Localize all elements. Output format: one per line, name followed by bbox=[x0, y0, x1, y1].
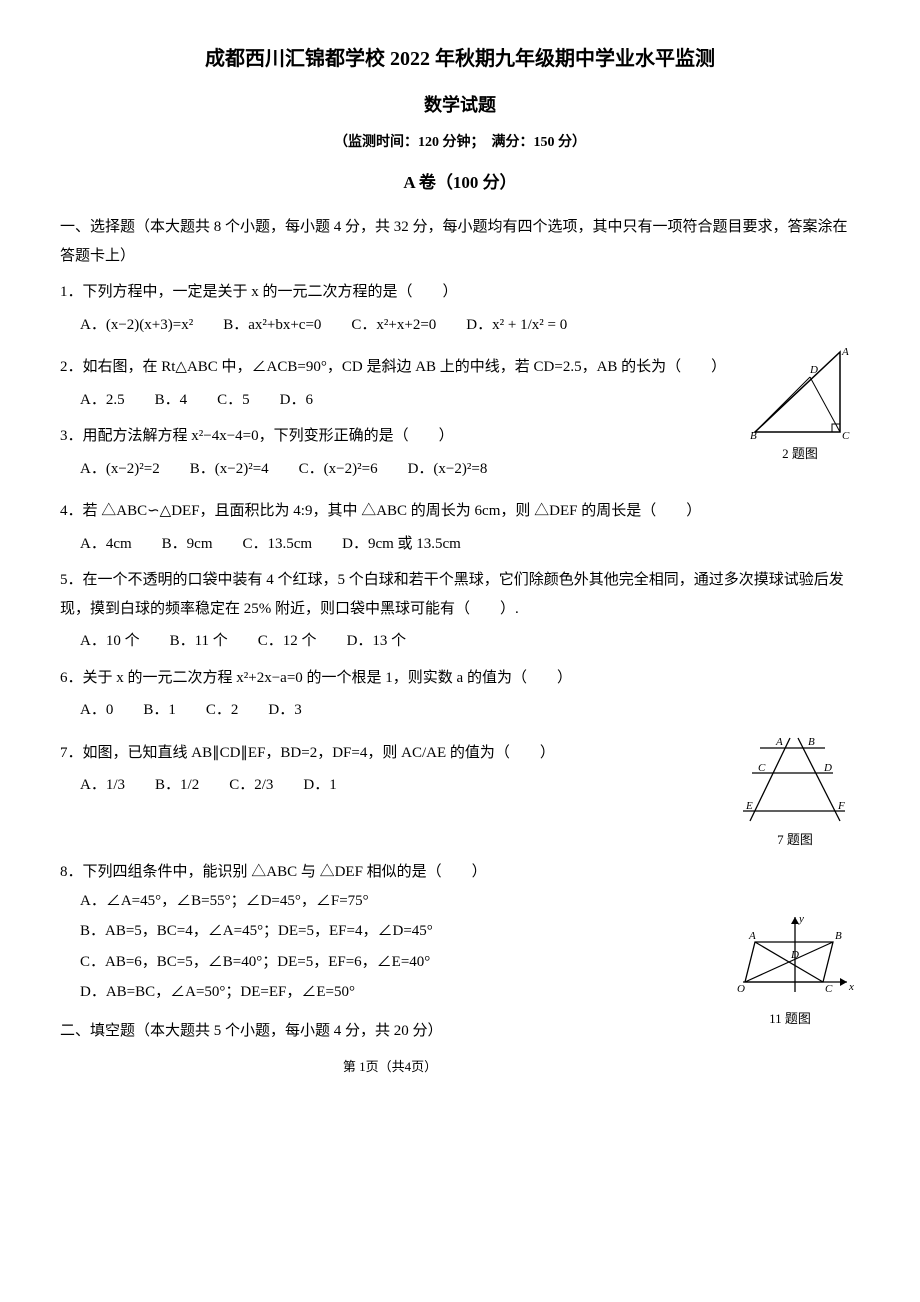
svg-text:A: A bbox=[775, 736, 783, 748]
q3-stem: 3．用配方法解方程 x²−4x−4=0，下列变形正确的是（ ） bbox=[60, 422, 740, 451]
svg-text:F: F bbox=[837, 800, 845, 812]
section-1-heading: 一、选择题（本大题共 8 个小题，每小题 4 分，共 32 分，每小题均有四个选… bbox=[60, 213, 860, 270]
svg-text:B: B bbox=[750, 430, 757, 442]
svg-text:y: y bbox=[798, 913, 804, 925]
exam-title: 成都西川汇锦都学校 2022 年秋期九年级期中学业水平监测 bbox=[60, 40, 860, 78]
q7-opt-b: B．1/2 bbox=[155, 771, 199, 800]
q5-stem: 5．在一个不透明的口袋中装有 4 个红球，5 个白球和若干个黑球，它们除颜色外其… bbox=[60, 566, 860, 623]
exam-subject: 数学试题 bbox=[60, 88, 860, 122]
q7-opt-a: A．1/3 bbox=[80, 771, 125, 800]
q8-opt-a: A．∠A=45°，∠B=55°；∠D=45°，∠F=75° bbox=[80, 887, 720, 916]
q2-opt-b: B．4 bbox=[155, 386, 188, 415]
q3-opt-b: B．(x−2)²=4 bbox=[190, 455, 269, 484]
q1-opt-d: D．x² + 1/x² = 0 bbox=[466, 311, 567, 340]
q6-stem: 6．关于 x 的一元二次方程 x²+2x−a=0 的一个根是 1，则实数 a 的… bbox=[60, 664, 860, 693]
svg-text:E: E bbox=[745, 800, 753, 812]
svg-text:A: A bbox=[748, 930, 756, 942]
exam-meta: （监测时间：120 分钟； 满分：150 分） bbox=[60, 130, 860, 157]
page-footer: 第 1页（共4页） bbox=[60, 1055, 720, 1080]
svg-text:C: C bbox=[842, 430, 850, 442]
q4-opt-c: C．13.5cm bbox=[243, 530, 313, 559]
question-5: 5．在一个不透明的口袋中装有 4 个红球，5 个白球和若干个黑球，它们除颜色外其… bbox=[60, 566, 860, 656]
q3-opt-c: C．(x−2)²=6 bbox=[299, 455, 378, 484]
svg-text:x: x bbox=[848, 981, 854, 993]
q11-figure-label: 11 题图 bbox=[720, 1007, 860, 1032]
q2-opt-d: D．6 bbox=[280, 386, 313, 415]
part-a-heading: A 卷（100 分） bbox=[60, 167, 860, 199]
q6-opt-d: D．3 bbox=[268, 696, 301, 725]
q5-opt-d: D．13 个 bbox=[347, 627, 407, 656]
q5-opt-a: A．10 个 bbox=[80, 627, 140, 656]
question-1: 1．下列方程中，一定是关于 x 的一元二次方程的是（ ） A．(x−2)(x+3… bbox=[60, 278, 860, 339]
q1-opt-b: B．ax²+bx+c=0 bbox=[223, 311, 321, 340]
q1-opt-c: C．x²+x+2=0 bbox=[351, 311, 436, 340]
question-6: 6．关于 x 的一元二次方程 x²+2x−a=0 的一个根是 1，则实数 a 的… bbox=[60, 664, 860, 725]
q7-opt-c: C．2/3 bbox=[229, 771, 273, 800]
section-2-heading: 二、填空题（本大题共 5 个小题，每小题 4 分，共 20 分） bbox=[60, 1017, 720, 1046]
q11-figure: O x y A B C D bbox=[725, 912, 855, 1007]
question-4: 4．若 △ABC∽△DEF，且面积比为 4:9，其中 △ABC 的周长为 6cm… bbox=[60, 497, 860, 558]
q2-stem: 2．如右图，在 Rt△ABC 中，∠ACB=90°，CD 是斜边 AB 上的中线… bbox=[60, 353, 740, 382]
question-3: 3．用配方法解方程 x²−4x−4=0，下列变形正确的是（ ） A．(x−2)²… bbox=[60, 422, 740, 483]
question-8: 8．下列四组条件中，能识别 △ABC 与 △DEF 相似的是（ ） A．∠A=4… bbox=[60, 858, 720, 1007]
svg-text:A: A bbox=[841, 347, 849, 358]
q6-opt-a: A．0 bbox=[80, 696, 113, 725]
q3-opt-a: A．(x−2)²=2 bbox=[80, 455, 160, 484]
q2-opt-c: C．5 bbox=[217, 386, 250, 415]
svg-text:B: B bbox=[835, 930, 842, 942]
q6-opt-b: B．1 bbox=[143, 696, 176, 725]
question-7: 7．如图，已知直线 AB∥CD∥EF，BD=2，DF=4，则 AC/AE 的值为… bbox=[60, 739, 730, 800]
q4-stem: 4．若 △ABC∽△DEF，且面积比为 4:9，其中 △ABC 的周长为 6cm… bbox=[60, 497, 860, 526]
q8-stem: 8．下列四组条件中，能识别 △ABC 与 △DEF 相似的是（ ） bbox=[60, 858, 720, 887]
q1-stem: 1．下列方程中，一定是关于 x 的一元二次方程的是（ ） bbox=[60, 278, 860, 307]
q4-opt-d: D．9cm 或 13.5cm bbox=[342, 530, 461, 559]
q8-opt-c: C．AB=6，BC=5，∠B=40°；DE=5，EF=6，∠E=40° bbox=[80, 948, 720, 977]
svg-text:D: D bbox=[823, 762, 832, 774]
svg-text:D: D bbox=[790, 949, 799, 961]
svg-text:D: D bbox=[809, 364, 818, 376]
q4-opt-a: A．4cm bbox=[80, 530, 132, 559]
q8-opt-b: B．AB=5，BC=4，∠A=45°；DE=5，EF=4，∠D=45° bbox=[80, 917, 720, 946]
q5-opt-c: C．12 个 bbox=[258, 627, 317, 656]
svg-text:C: C bbox=[758, 762, 766, 774]
q8-opt-d: D．AB=BC，∠A=50°；DE=EF，∠E=50° bbox=[80, 978, 720, 1007]
svg-text:C: C bbox=[825, 983, 833, 995]
q2-figure: A B C D bbox=[750, 347, 850, 442]
q3-opt-d: D．(x−2)²=8 bbox=[408, 455, 488, 484]
q6-opt-c: C．2 bbox=[206, 696, 239, 725]
q7-opt-d: D．1 bbox=[303, 771, 336, 800]
q2-figure-label: 2 题图 bbox=[740, 442, 860, 467]
svg-text:B: B bbox=[808, 736, 815, 748]
q7-figure-label: 7 题图 bbox=[730, 828, 860, 853]
q7-stem: 7．如图，已知直线 AB∥CD∥EF，BD=2，DF=4，则 AC/AE 的值为… bbox=[60, 739, 730, 768]
q1-opt-a: A．(x−2)(x+3)=x² bbox=[80, 311, 193, 340]
q7-figure: A B C D E F bbox=[740, 733, 850, 828]
q5-opt-b: B．11 个 bbox=[170, 627, 228, 656]
q4-opt-b: B．9cm bbox=[162, 530, 213, 559]
svg-text:O: O bbox=[737, 983, 745, 995]
question-2: 2．如右图，在 Rt△ABC 中，∠ACB=90°，CD 是斜边 AB 上的中线… bbox=[60, 353, 740, 414]
q2-opt-a: A．2.5 bbox=[80, 386, 125, 415]
